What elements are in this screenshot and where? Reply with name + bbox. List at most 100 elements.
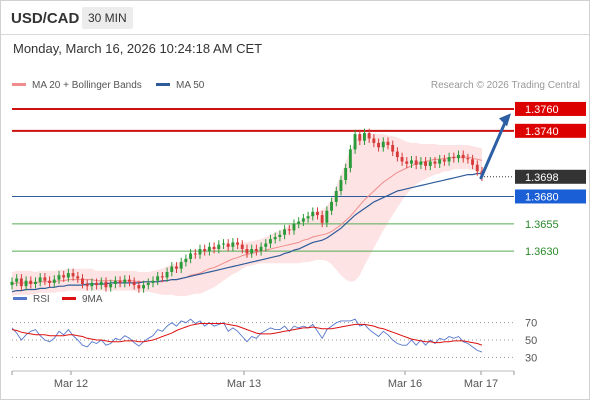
- candle-body: [99, 281, 103, 286]
- candle-body: [466, 158, 470, 160]
- candle-body: [123, 279, 127, 283]
- candle-body: [113, 280, 117, 284]
- candle-body: [43, 277, 47, 281]
- rsi-tick-30: 30: [525, 352, 537, 364]
- ma50-line: [11, 172, 482, 293]
- candle-body: [419, 161, 423, 165]
- candle-body: [222, 243, 225, 245]
- candle-body: [24, 280, 28, 287]
- candle-body: [438, 159, 442, 164]
- candle-body: [184, 258, 188, 263]
- candle-body: [76, 276, 80, 279]
- candle-body: [160, 276, 164, 278]
- candle-body: [381, 141, 385, 148]
- candle-body: [193, 253, 197, 255]
- timeframe-badge[interactable]: 30 MIN: [82, 7, 133, 29]
- ma50-swatch: [156, 82, 170, 86]
- candle-body: [442, 159, 446, 162]
- candle-body: [19, 278, 23, 287]
- instrument-title: USD/CAD: [11, 10, 80, 27]
- ma20-label: MA 20 + Bollinger Bands: [32, 80, 142, 91]
- candle-body: [358, 134, 362, 141]
- candle-body: [62, 275, 66, 278]
- candle-body: [203, 249, 207, 252]
- legend-ma20: MA 20 + Bollinger Bands: [12, 80, 142, 91]
- rsi-tick-70: 70: [525, 318, 537, 330]
- bollinger-band-area: [12, 134, 482, 296]
- projection-arrowhead: [499, 113, 511, 127]
- candle-body: [259, 246, 263, 252]
- candle-body: [146, 282, 150, 286]
- candle-body: [226, 243, 230, 247]
- candle-body: [137, 285, 141, 289]
- x-tick-label: Mar 17: [464, 378, 498, 390]
- candle-body: [395, 151, 399, 158]
- level-badge-1.3680: [515, 189, 586, 204]
- candle-body: [95, 282, 98, 286]
- candle-body: [170, 266, 174, 272]
- candle-body: [212, 246, 216, 249]
- candle-body: [400, 157, 404, 162]
- candle-body: [52, 279, 56, 283]
- chart-header: USD/CAD 30 MIN: [0, 0, 590, 38]
- candle-body: [363, 133, 366, 141]
- ma9-legend-label: 9MA: [82, 294, 103, 305]
- candle-body: [311, 211, 315, 217]
- legend-ma50: MA 50: [156, 80, 204, 91]
- rsi-ma9-line: [11, 323, 483, 346]
- ma50-label: MA 50: [176, 80, 205, 91]
- candle-body: [85, 284, 89, 287]
- candle-body: [269, 239, 272, 244]
- level-label-1.3760: 1.3760: [525, 104, 559, 116]
- candle-body: [189, 253, 192, 259]
- candle-body: [391, 145, 395, 152]
- candle-body: [198, 249, 202, 255]
- candle-body: [316, 211, 319, 216]
- candle-body: [278, 234, 282, 237]
- candle-body: [104, 281, 108, 288]
- candle-body: [165, 272, 169, 278]
- header-divider: [0, 34, 590, 35]
- rsi-line: [11, 318, 483, 353]
- candle-body: [38, 277, 42, 282]
- projection-arrow-shaft: [479, 118, 508, 180]
- candle-body: [57, 275, 61, 280]
- candle-body: [367, 133, 371, 139]
- candle-body: [428, 161, 432, 166]
- candle-body: [179, 262, 183, 269]
- candle-body: [320, 215, 324, 223]
- x-tick-label: Mar 16: [388, 378, 422, 390]
- rsi-legend-label: RSI: [33, 294, 50, 305]
- rsi-tick-50: 50: [525, 335, 537, 347]
- candle-body: [405, 161, 409, 164]
- candle-body: [81, 278, 84, 284]
- candle-body: [66, 273, 70, 278]
- candle-body: [283, 229, 286, 235]
- candle-body: [452, 157, 456, 159]
- candle-body: [297, 221, 301, 224]
- candle-body: [457, 154, 460, 159]
- candle-body: [29, 280, 33, 284]
- candle-body: [245, 249, 249, 254]
- candle-body: [386, 141, 390, 146]
- candle-body: [128, 279, 131, 282]
- candle-body: [334, 191, 338, 202]
- current-price-label: 1.3698: [525, 172, 559, 184]
- candle-body: [10, 281, 14, 286]
- candle-body: [250, 249, 254, 254]
- candle-body: [142, 285, 145, 289]
- level-label-1.3655: 1.3655: [525, 219, 559, 231]
- candle-body: [461, 154, 465, 159]
- candle-body: [231, 242, 235, 247]
- candle-body: [301, 218, 305, 222]
- level-label-1.3630: 1.3630: [525, 246, 559, 258]
- candle-body: [240, 244, 244, 249]
- candle-body: [118, 280, 122, 283]
- candle-body: [90, 282, 94, 287]
- candle-body: [424, 161, 427, 166]
- candle-body: [156, 276, 160, 281]
- candle-body: [330, 201, 333, 211]
- current-price-badge: [515, 169, 586, 184]
- candle-body: [348, 149, 352, 168]
